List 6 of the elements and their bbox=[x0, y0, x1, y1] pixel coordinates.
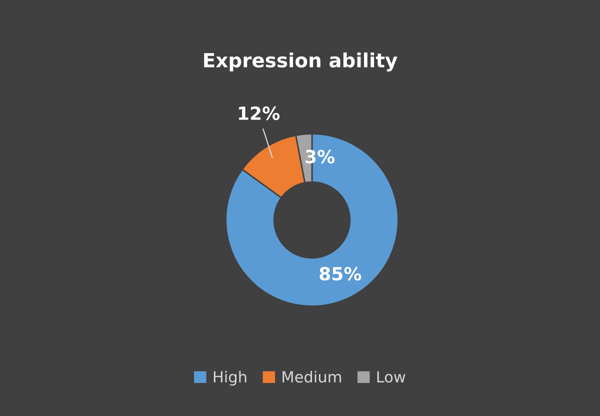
data-label: 85% bbox=[320, 266, 362, 281]
legend-label: Medium bbox=[282, 370, 341, 383]
legend-label: High bbox=[214, 370, 246, 386]
legend-label: Low bbox=[377, 371, 406, 383]
data-label: 12% bbox=[238, 106, 280, 120]
chart-title: Expression ability bbox=[204, 52, 398, 72]
